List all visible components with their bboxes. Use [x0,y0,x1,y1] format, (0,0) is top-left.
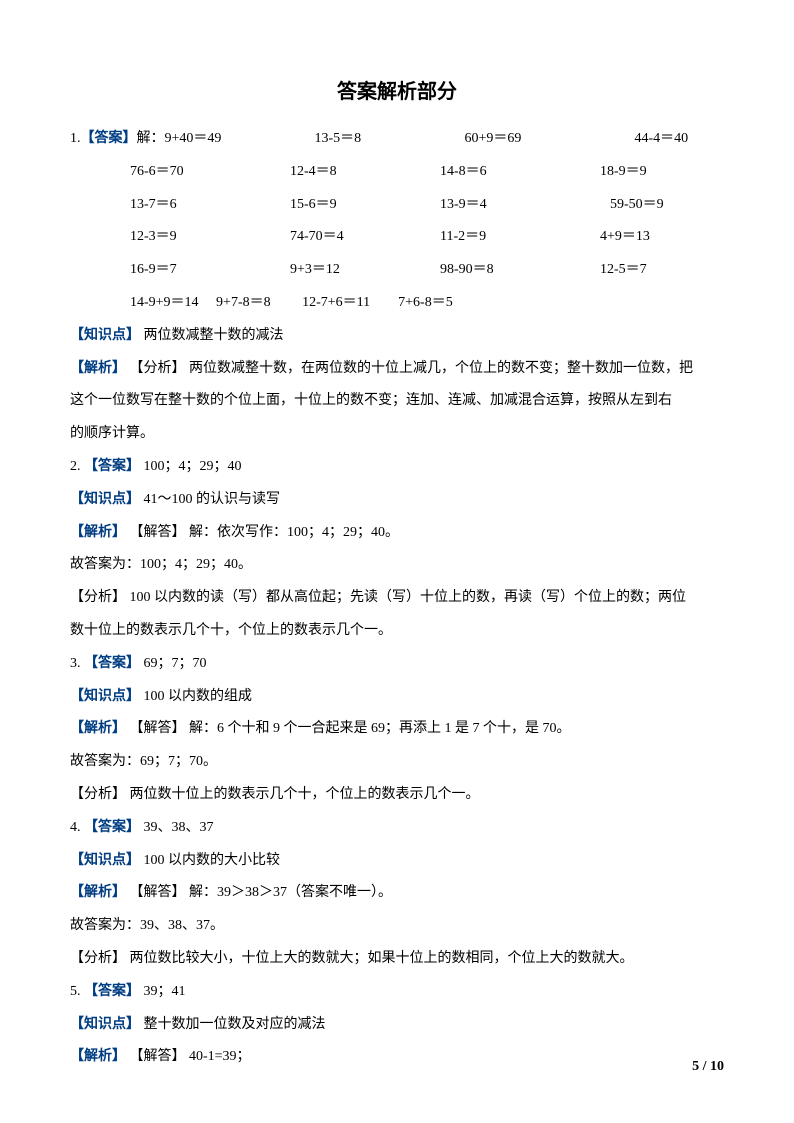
eq-cell: 9+3＝12 [290,255,440,286]
q5-number: 5. [70,984,81,999]
q2-answer: 2. 【答案】 100；4；29；40 [70,452,724,483]
knowledge-tag: 【知识点】 [70,492,140,507]
q3-jieda: 【解析】 【解答】 解：6 个十和 9 个一合起来是 69；再添上 1 是 7 … [70,714,724,745]
q4-answer: 4. 【答案】 39、38、37 [70,813,724,844]
answer-tag: 【答案】 [84,984,140,999]
answer-tag: 【答案】 [84,459,140,474]
jieda-tag: 【解答】 [130,525,186,540]
knowledge-text: 100 以内数的大小比较 [144,853,281,868]
jieda-tag: 【解答】 [130,721,186,736]
q1-answer-row4: 12-3＝9 74-70＝4 11-2＝9 4+9＝13 [70,222,724,253]
analysis-tag: 【解析】 [70,721,126,736]
jieda-text: 解：39＞38＞37（答案不唯一）。 [189,885,392,900]
eq-cell: 14-8＝6 [440,157,600,188]
q4-jieda: 【解析】 【解答】 解：39＞38＞37（答案不唯一）。 [70,878,724,909]
q1-knowledge: 【知识点】 两位数减整十数的减法 [70,321,724,352]
answer-tag: 【答案】 [84,820,140,835]
q5-answer: 5. 【答案】 39；41 [70,977,724,1008]
fenxi-text: 两位数十位上的数表示几个十，个位上的数表示几个一。 [130,787,480,802]
fenxi-text: 两位数比较大小，十位上大的数就大；如果十位上的数相同，个位上大的数就大。 [130,951,634,966]
q1-number: 1. [70,124,81,155]
eq-cell: 4+9＝13 [600,222,650,253]
fenxi-tag: 【分析】 [70,951,126,966]
analysis-tag: 【解析】 [70,1049,126,1064]
q3-answer: 3. 【答案】 69；7；70 [70,649,724,680]
page-title: 答案解析部分 [70,70,724,114]
q3-fenxi: 【分析】 两位数十位上的数表示几个十，个位上的数表示几个一。 [70,780,724,811]
eq-text: 14-9+9＝14 9+7-8＝8 12-7+6＝11 7+6-8＝5 [130,295,453,310]
answer-text: 39、38、37 [144,820,214,835]
fenxi-text: 100 以内数的读（写）都从高位起；先读（写）十位上的数，再读（写）个位上的数；… [130,590,687,605]
q1-analysis-l2: 这个一位数写在整十数的个位上面，十位上的数不变；连加、连减、加减混合运算，按照从… [70,386,724,417]
q4-number: 4. [70,820,81,835]
q3-number: 3. [70,656,81,671]
eq-cell: 13-5＝8 [315,124,465,155]
answer-tag: 【答案】 [81,124,137,155]
q5-jieda: 【解析】 【解答】 40-1=39； [70,1042,724,1073]
q2-number: 2. [70,459,81,474]
knowledge-text: 两位数减整十数的减法 [144,328,284,343]
eq-cell: 12-5＝7 [600,255,647,286]
eq-cell: 98-90＝8 [440,255,600,286]
knowledge-text: 41～100 的认识与读写 [144,492,281,507]
eq-cell: 9+40＝49 [165,124,315,155]
answer-text: 100；4；29；40 [144,459,242,474]
q2-fenxi-l1: 【分析】 100 以内数的读（写）都从高位起；先读（写）十位上的数，再读（写）个… [70,583,724,614]
q2-jieda: 【解析】 【解答】 解：依次写作：100；4；29；40。 [70,518,724,549]
knowledge-text: 100 以内数的组成 [144,689,253,704]
q4-knowledge: 【知识点】 100 以内数的大小比较 [70,846,724,877]
q1-answer-row1: 1. 【答案】 解： 9+40＝49 13-5＝8 60+9＝69 44-4＝4… [70,124,724,155]
knowledge-tag: 【知识点】 [70,1017,140,1032]
eq-cell: 12-4＝8 [290,157,440,188]
answer-text: 39；41 [144,984,186,999]
analysis-text: 两位数减整十数，在两位数的十位上减几，个位上的数不变；整十数加一位数，把 [189,361,693,376]
q4-guanswer: 故答案为：39、38、37。 [70,911,724,942]
knowledge-tag: 【知识点】 [70,853,140,868]
jieda-text: 解：依次写作：100；4；29；40。 [189,525,399,540]
fenxi-tag: 【分析】 [70,590,126,605]
answer-tag: 【答案】 [84,656,140,671]
knowledge-text: 整十数加一位数及对应的减法 [144,1017,326,1032]
knowledge-tag: 【知识点】 [70,328,140,343]
eq-cell: 13-9＝4 [440,190,610,221]
eq-cell: 13-7＝6 [130,190,290,221]
eq-cell: 74-70＝4 [290,222,440,253]
q4-fenxi: 【分析】 两位数比较大小，十位上大的数就大；如果十位上的数相同，个位上大的数就大… [70,944,724,975]
q1-answer-row3: 13-7＝6 15-6＝9 13-9＝4 59-50＝9 [70,190,724,221]
page-footer: 5 / 10 [692,1052,724,1083]
knowledge-tag: 【知识点】 [70,689,140,704]
jieda-text: 解：6 个十和 9 个一合起来是 69；再添上 1 是 7 个十，是 70。 [189,721,571,736]
q1-answer-row6: 14-9+9＝14 9+7-8＝8 12-7+6＝11 7+6-8＝5 [70,288,724,319]
jieda-tag: 【解答】 [130,1049,186,1064]
analysis-tag: 【解析】 [70,885,126,900]
q5-knowledge: 【知识点】 整十数加一位数及对应的减法 [70,1010,724,1041]
analysis-tag: 【解析】 [70,525,126,540]
eq-cell: 44-4＝40 [635,124,689,155]
fenxi-tag: 【分析】 [70,787,126,802]
eq-cell: 11-2＝9 [440,222,600,253]
q1-answer-row2: 76-6＝70 12-4＝8 14-8＝6 18-9＝9 [70,157,724,188]
jieda-text: 40-1=39； [189,1049,251,1064]
q2-knowledge: 【知识点】 41～100 的认识与读写 [70,485,724,516]
eq-cell: 16-9＝7 [130,255,290,286]
answer-text: 69；7；70 [144,656,207,671]
q1-analysis-l1: 【解析】 【分析】 两位数减整十数，在两位数的十位上减几，个位上的数不变；整十数… [70,354,724,385]
fenxi-sub: 【分析】 [130,361,186,376]
analysis-tag: 【解析】 [70,361,126,376]
q1-answer-row5: 16-9＝7 9+3＝12 98-90＝8 12-5＝7 [70,255,724,286]
q2-guanswer: 故答案为：100；4；29；40。 [70,550,724,581]
eq-cell: 76-6＝70 [130,157,290,188]
eq-cell: 60+9＝69 [465,124,635,155]
eq-cell: 12-3＝9 [130,222,290,253]
eq-cell: 18-9＝9 [600,157,647,188]
eq-cell: 59-50＝9 [610,190,664,221]
q3-guanswer: 故答案为：69；7；70。 [70,747,724,778]
q1-analysis-l3: 的顺序计算。 [70,419,724,450]
jieda-tag: 【解答】 [130,885,186,900]
q2-fenxi-l2: 数十位上的数表示几个十，个位上的数表示几个一。 [70,616,724,647]
q1-prefix: 解： [137,124,165,155]
eq-cell: 15-6＝9 [290,190,440,221]
q3-knowledge: 【知识点】 100 以内数的组成 [70,682,724,713]
